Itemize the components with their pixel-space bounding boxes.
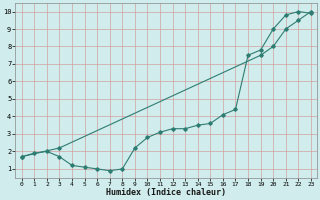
X-axis label: Humidex (Indice chaleur): Humidex (Indice chaleur) [106, 188, 226, 197]
